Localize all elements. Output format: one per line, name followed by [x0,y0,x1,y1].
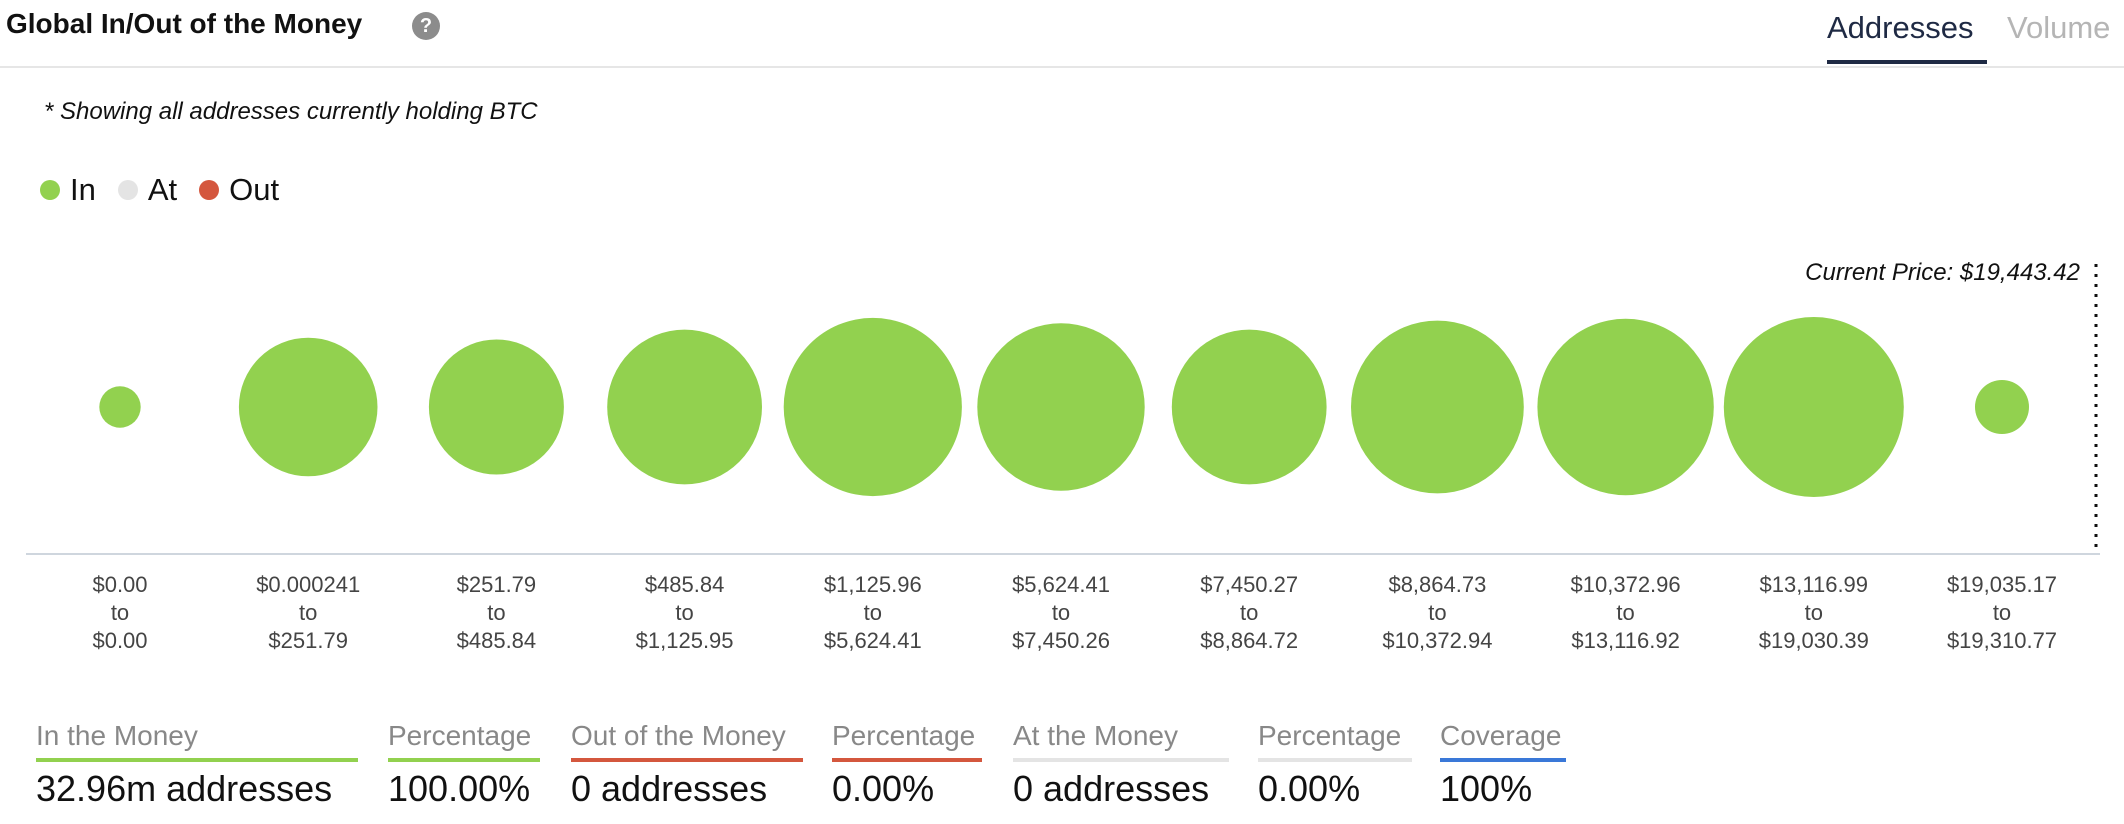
bubble-2[interactable] [428,339,564,475]
x-tick-label-0-0: $0.00 [92,572,147,597]
x-tick-label-8-2: $13,116.92 [1571,628,1679,653]
chart-legend: In At Out [40,170,301,210]
stat-label: Percentage [1258,720,1402,751]
stat-in-the-money: In the Money 32.96m addresses [36,720,358,810]
x-tick-label-10-0: $19,035.17 [1947,572,2057,597]
stat-at-the-money: At the Money 0 addresses [1013,720,1229,810]
current-price-label: Current Price: $19,443.42 [1805,259,2080,286]
x-tick-label-5-0: $5,624.41 [1012,572,1110,597]
question-circle-icon[interactable]: ? [412,12,440,40]
x-tick-label-3-1: to [675,600,693,625]
stat-label: Out of the Money [571,720,786,751]
chart-header: Global In/Out of the Money ? Addresses V… [0,0,2124,68]
stat-in-percentage: Percentage 100.00% [388,720,540,810]
legend-dot-in [40,180,60,200]
x-tick-label-6-1: to [1240,600,1258,625]
stat-bar [832,758,982,762]
stat-bar [36,758,358,762]
bubble-4[interactable] [783,317,962,497]
x-tick-label-1-2: $251.79 [268,628,348,653]
stat-label: In the Money [36,720,198,751]
bubble-9[interactable] [1723,317,1904,497]
stat-bar [388,758,540,762]
legend-label-at: At [147,172,178,207]
stat-value: 32.96m addresses [36,768,333,809]
stat-bar [1013,758,1229,762]
x-tick-label-10-1: to [1993,600,2011,625]
x-tick-label-9-1: to [1805,600,1823,625]
x-tick-label-4-0: $1,125.96 [824,572,922,597]
legend-item-out[interactable]: Out [199,172,279,208]
legend-label-out: Out [229,172,280,207]
x-tick-label-4-1: to [864,600,882,625]
x-tick-label-7-1: to [1428,600,1446,625]
bubble-3[interactable] [607,329,762,485]
stat-out-percentage: Percentage 0.00% [832,720,982,810]
x-tick-label-9-0: $13,116.99 [1760,572,1868,597]
x-tick-label-1-0: $0.000241 [256,572,360,597]
x-tick-label-6-0: $7,450.27 [1200,572,1298,597]
holding-note: * Showing all addresses currently holdin… [44,98,538,125]
bubble-7[interactable] [1351,320,1524,494]
x-tick-label-7-2: $10,372.94 [1382,628,1492,653]
stat-label: Percentage [388,720,532,751]
legend-dot-at [117,180,138,200]
stat-value: 0.00% [1258,768,1361,809]
bubble-chart: Current Price: $19,443.42 $0.00to$0.00$0… [26,259,2100,653]
stat-bar [1258,758,1412,762]
stat-bar [571,758,803,762]
bubble-5[interactable] [977,323,1145,491]
x-tick-label-3-0: $485.84 [645,572,725,597]
bubble-8[interactable] [1537,318,1714,496]
x-tick-label-1-1: to [299,600,317,625]
x-tick-label-2-2: $485.84 [457,628,537,653]
x-tick-label-8-0: $10,372.96 [1571,572,1681,597]
legend-item-at[interactable]: At [117,172,178,208]
bubble-group [99,317,2029,497]
stat-value: 0.00% [832,768,935,809]
x-tick-label-4-2: $5,624.41 [824,628,922,653]
x-tick-label-9-2: $19,030.39 [1759,628,1869,653]
stat-coverage: Coverage 100% [1440,720,1566,810]
stat-value: 100% [1440,768,1533,809]
x-tick-label-7-0: $8,864.73 [1388,572,1486,597]
stat-at-percentage: Percentage 0.00% [1258,720,1412,810]
stat-value: 100.00% [388,768,531,809]
x-tick-label-3-2: $1,125.95 [636,628,734,653]
x-tick-labels: $0.00 to $0.00 $0.000241 to $251.79 $251.79 to $… [92,572,2057,653]
page-title: Global In/Out of the Money [6,8,363,39]
money-stats: In the Money 32.96m addresses Percentage… [0,720,2124,824]
stat-label: Percentage [832,720,976,751]
x-tick-label-2-1: to [487,600,505,625]
active-tab-indicator [1827,60,1987,64]
bubble-10[interactable] [1975,380,2029,434]
stat-value: 0 addresses [571,768,768,809]
tab-addresses[interactable]: Addresses [1827,10,1974,45]
stat-label: Coverage [1440,720,1562,751]
bubble-0[interactable] [99,386,141,428]
x-tick-label-5-2: $7,450.26 [1012,628,1110,653]
x-tick-label-0-1: to [111,600,129,625]
legend-label-in: In [70,172,96,207]
stat-value: 0 addresses [1013,768,1210,809]
x-tick-label-10-2: $19,310.77 [1947,628,2057,653]
x-tick-label-6-2: $8,864.72 [1200,628,1298,653]
x-tick-label-8-1: to [1616,600,1634,625]
stat-label: At the Money [1013,720,1178,751]
legend-item-in[interactable]: In [40,172,96,208]
legend-dot-out [199,180,220,200]
x-tick-label-0-2: $0.00 [92,628,147,653]
x-tick-label-5-1: to [1052,600,1070,625]
tab-volume[interactable]: Volume [2007,10,2111,45]
stat-bar [1440,758,1566,762]
bubble-1[interactable] [238,337,378,477]
stat-out-of-the-money: Out of the Money 0 addresses [571,720,803,810]
x-tick-label-2-0: $251.79 [457,572,537,597]
bubble-6[interactable] [1171,329,1327,485]
